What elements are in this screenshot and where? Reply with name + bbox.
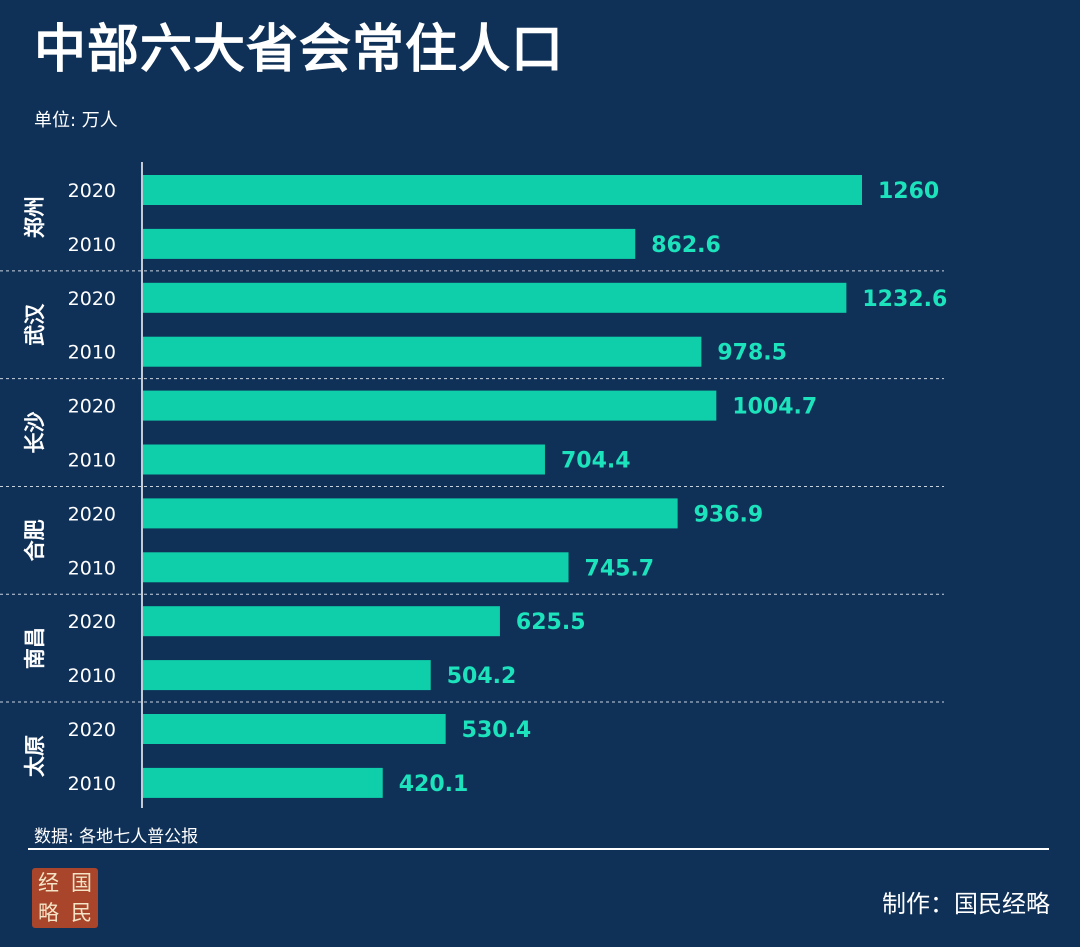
year-tick-label: 2010 <box>68 557 116 579</box>
bar-value-label: 625.5 <box>516 610 586 635</box>
bar-value-label: 862.6 <box>651 233 721 258</box>
bar-value-label: 978.5 <box>717 341 787 366</box>
city-label: 武汉 <box>23 303 47 346</box>
city-label: 南昌 <box>23 627 47 669</box>
logo-char: 民 <box>71 900 92 925</box>
bar-value-label: 704.4 <box>561 449 631 474</box>
year-tick-label: 2010 <box>68 665 116 687</box>
bar-value-label: 530.4 <box>462 718 532 743</box>
year-tick-label: 2020 <box>68 719 116 741</box>
brand-logo: 经 国 略 民 <box>32 868 98 928</box>
bar <box>143 282 847 313</box>
bar <box>143 767 383 798</box>
city-label: 太原 <box>23 735 47 777</box>
bar <box>143 714 446 744</box>
footer-divider <box>28 848 1049 850</box>
source-note: 数据: 各地七人普公报 <box>34 827 199 847</box>
bar <box>143 606 500 637</box>
bar-value-label: 1004.7 <box>732 395 817 420</box>
bar-chart: 1260 2020 862.6 2010 郑州 1232.6 2020 978.5 2010 武汉… <box>0 162 947 808</box>
bar-value-label: 504.2 <box>447 664 517 689</box>
year-tick-label: 2020 <box>68 288 116 310</box>
city-label: 合肥 <box>23 519 47 561</box>
year-tick-label: 2020 <box>68 611 116 633</box>
bar-value-label: 1232.6 <box>862 287 947 312</box>
logo-char: 国 <box>71 870 92 895</box>
bar <box>143 390 717 421</box>
bar <box>143 498 678 529</box>
credit-text: 制作：国民经略 <box>882 890 1050 918</box>
year-tick-label: 2010 <box>68 234 116 256</box>
year-tick-label: 2020 <box>68 503 116 525</box>
bar <box>143 660 431 691</box>
bar-value-label: 420.1 <box>399 772 469 797</box>
bar <box>143 336 702 367</box>
bar <box>143 228 636 259</box>
bar-value-label: 745.7 <box>585 556 655 581</box>
bar <box>143 444 545 475</box>
bar-value-label: 936.9 <box>694 502 764 527</box>
city-label: 郑州 <box>23 196 47 238</box>
year-tick-label: 2020 <box>68 396 116 418</box>
bar <box>143 175 862 205</box>
logo-char: 经 <box>38 870 59 895</box>
year-tick-label: 2010 <box>68 773 116 795</box>
bar <box>143 552 569 583</box>
bar-value-label: 1260 <box>878 179 939 204</box>
year-tick-label: 2010 <box>68 450 116 472</box>
unit-label: 单位: 万人 <box>34 110 118 131</box>
year-tick-label: 2010 <box>68 342 116 364</box>
year-tick-label: 2020 <box>68 180 116 202</box>
logo-char: 略 <box>38 900 59 925</box>
city-label: 长沙 <box>23 412 47 454</box>
chart-title: 中部六大省会常住人口 <box>34 20 565 80</box>
